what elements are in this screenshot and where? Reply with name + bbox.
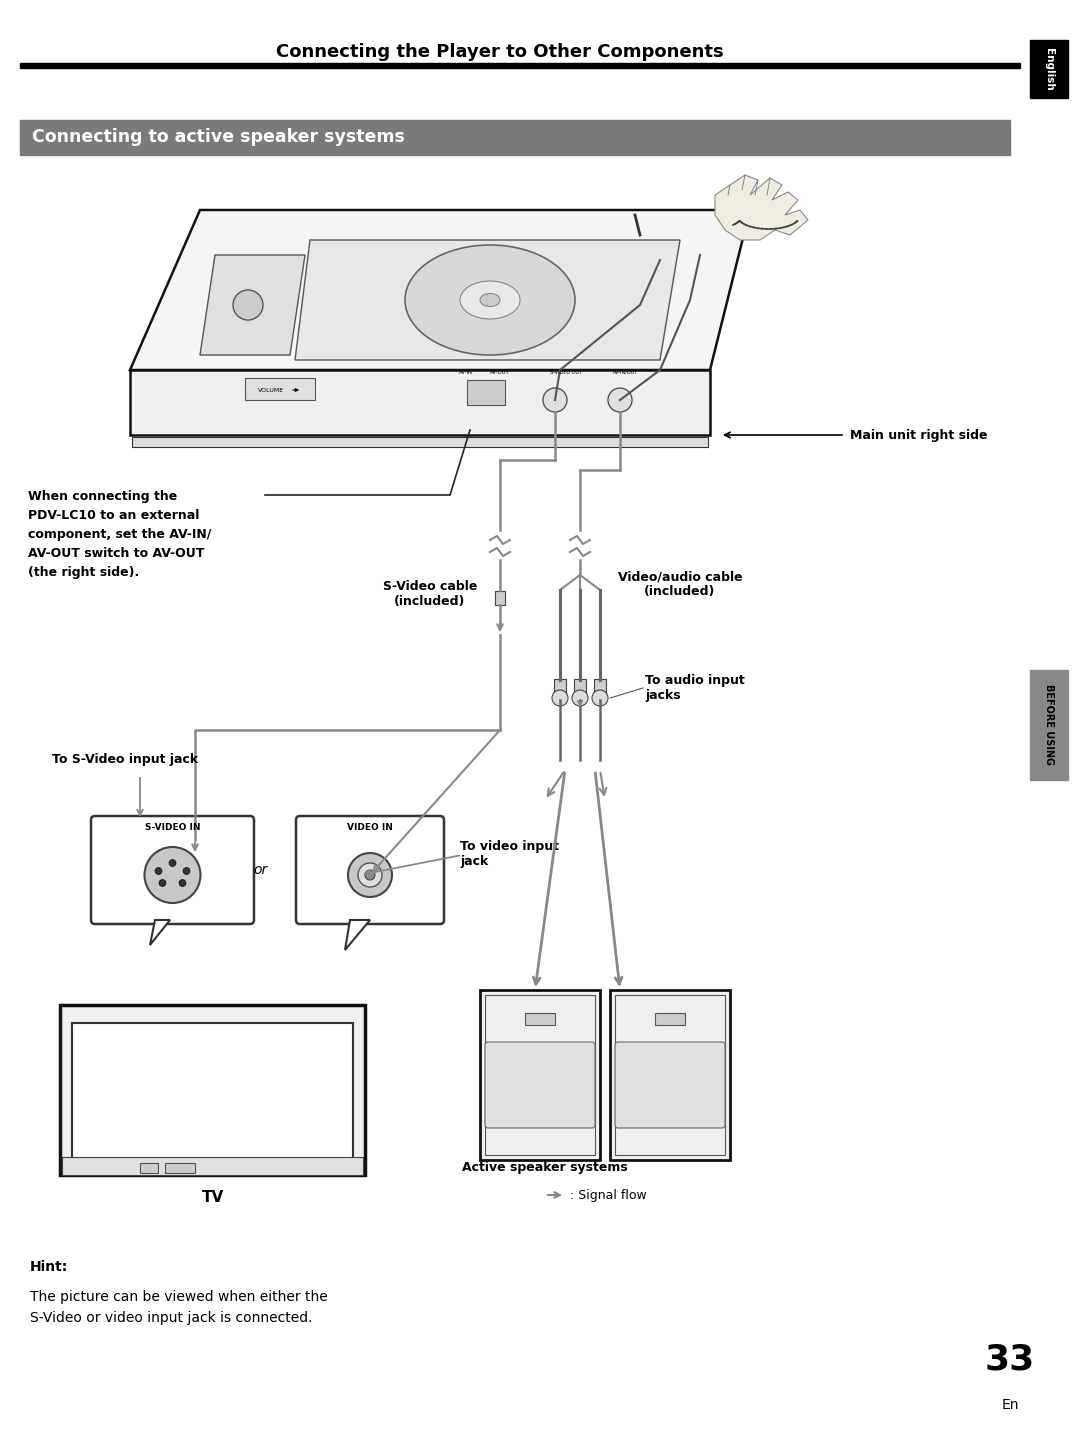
Ellipse shape	[480, 294, 500, 307]
Bar	[573, 679, 586, 695]
Text: Active speaker systems: Active speaker systems	[462, 1161, 627, 1174]
Circle shape	[233, 290, 264, 320]
Bar	[554, 679, 566, 695]
Text: AV-OUT: AV-OUT	[490, 369, 510, 375]
Text: BEFORE USING: BEFORE USING	[1044, 685, 1054, 766]
Text: To S-Video input jack: To S-Video input jack	[52, 753, 198, 766]
Bar	[480, 990, 600, 1160]
Bar	[130, 371, 710, 434]
Bar	[62, 1157, 363, 1174]
Text: To audio input
jacks: To audio input jacks	[645, 673, 745, 702]
Text: S-Video cable
(included): S-Video cable (included)	[382, 581, 477, 608]
Circle shape	[592, 691, 608, 707]
Text: To video input
jack: To video input jack	[460, 840, 559, 867]
Text: Connecting the Player to Other Components: Connecting the Player to Other Component…	[276, 43, 724, 61]
Polygon shape	[345, 919, 370, 950]
Text: AV-IN/OUT: AV-IN/OUT	[613, 369, 638, 375]
Text: 33: 33	[985, 1342, 1035, 1377]
Bar	[594, 679, 606, 695]
Text: Hint:: Hint:	[30, 1260, 68, 1274]
Bar	[132, 437, 708, 447]
Text: TV: TV	[201, 1189, 224, 1205]
Polygon shape	[715, 175, 808, 240]
Circle shape	[572, 691, 588, 707]
Polygon shape	[150, 919, 170, 946]
FancyBboxPatch shape	[615, 1043, 725, 1128]
Text: English: English	[1044, 48, 1054, 90]
Bar	[140, 1163, 158, 1173]
Text: When connecting the
PDV-LC10 to an external
component, set the AV-IN/
AV-OUT swi: When connecting the PDV-LC10 to an exter…	[28, 489, 212, 579]
Bar	[654, 1014, 685, 1025]
Polygon shape	[200, 255, 305, 355]
Bar	[525, 1014, 555, 1025]
Bar	[610, 990, 730, 1160]
Polygon shape	[295, 240, 680, 361]
Circle shape	[183, 867, 190, 875]
FancyBboxPatch shape	[485, 1043, 595, 1128]
Bar	[1030, 670, 1068, 780]
Bar	[165, 1163, 195, 1173]
Text: The picture can be viewed when either the
S-Video or video input jack is connect: The picture can be viewed when either th…	[30, 1290, 327, 1325]
Circle shape	[543, 388, 567, 413]
Circle shape	[179, 879, 186, 886]
Text: : Signal flow: : Signal flow	[570, 1189, 647, 1202]
Ellipse shape	[405, 245, 575, 355]
Text: or: or	[253, 863, 267, 877]
FancyBboxPatch shape	[91, 817, 254, 924]
Circle shape	[365, 870, 375, 880]
Text: AV-IN: AV-IN	[459, 369, 473, 375]
Bar	[72, 1022, 353, 1163]
Text: Main unit right side: Main unit right side	[850, 429, 987, 442]
Bar	[245, 378, 315, 400]
Text: En: En	[1001, 1397, 1018, 1412]
FancyBboxPatch shape	[296, 817, 444, 924]
Text: VIDEO IN: VIDEO IN	[347, 824, 393, 833]
Circle shape	[348, 853, 392, 896]
Ellipse shape	[460, 281, 519, 319]
Text: Connecting to active speaker systems: Connecting to active speaker systems	[32, 127, 405, 146]
Circle shape	[156, 867, 162, 875]
Bar	[60, 1005, 365, 1174]
Bar	[495, 591, 505, 605]
Bar	[1030, 41, 1068, 98]
Circle shape	[357, 863, 382, 888]
Bar	[485, 995, 595, 1156]
Text: VOLUME: VOLUME	[258, 388, 284, 392]
Text: Video/audio cable
(included): Video/audio cable (included)	[618, 571, 742, 598]
Text: S-VIDEO OUT: S-VIDEO OUT	[550, 369, 582, 375]
Bar	[21, 120, 1010, 155]
Circle shape	[608, 388, 632, 413]
Bar	[615, 995, 725, 1156]
Bar	[467, 379, 505, 405]
Circle shape	[145, 847, 201, 904]
Text: S-VIDEO IN: S-VIDEO IN	[145, 824, 200, 833]
Polygon shape	[130, 210, 750, 371]
Bar	[21, 64, 1020, 68]
Circle shape	[552, 691, 568, 707]
Circle shape	[168, 860, 176, 866]
Circle shape	[159, 879, 166, 886]
